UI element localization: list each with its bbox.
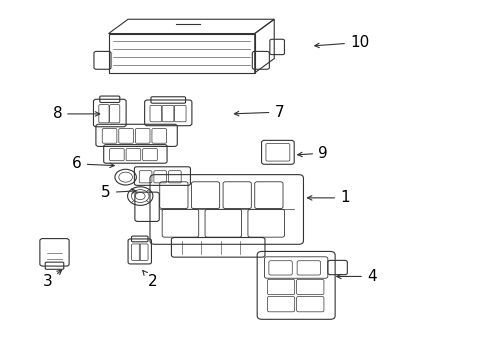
Text: 7: 7	[234, 105, 284, 120]
Text: 4: 4	[337, 269, 376, 284]
Text: 5: 5	[101, 185, 136, 200]
Text: 9: 9	[298, 146, 328, 161]
Text: 1: 1	[308, 190, 350, 205]
Text: 6: 6	[72, 157, 114, 171]
Text: 10: 10	[315, 35, 369, 50]
Text: 3: 3	[43, 270, 62, 289]
Text: 8: 8	[52, 107, 99, 121]
Text: 2: 2	[143, 270, 157, 289]
